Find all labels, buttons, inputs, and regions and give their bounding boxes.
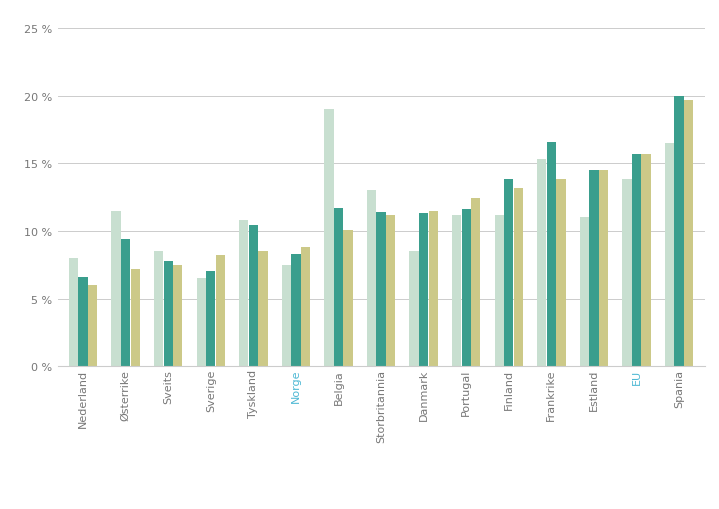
Bar <box>216 256 225 366</box>
Bar <box>504 180 513 366</box>
Bar <box>537 160 546 366</box>
Bar <box>367 191 376 366</box>
Bar <box>111 211 121 366</box>
Bar <box>173 265 183 366</box>
Bar <box>249 226 258 366</box>
Bar <box>258 251 267 366</box>
Bar <box>419 214 429 366</box>
Bar <box>471 199 480 366</box>
Bar <box>163 261 173 366</box>
Bar <box>409 251 418 366</box>
Bar <box>196 278 206 366</box>
Bar <box>121 240 130 366</box>
Bar <box>452 215 462 366</box>
Bar <box>291 254 301 366</box>
Bar <box>590 171 599 366</box>
Bar <box>78 277 88 366</box>
Bar <box>632 154 641 366</box>
Bar <box>301 247 310 366</box>
Bar <box>239 220 249 366</box>
Bar <box>580 218 589 366</box>
Bar <box>513 188 523 366</box>
Bar <box>599 171 608 366</box>
Bar <box>334 209 343 366</box>
Bar <box>684 100 693 366</box>
Bar <box>344 230 353 366</box>
Bar <box>386 215 395 366</box>
Bar <box>674 96 684 366</box>
Bar <box>154 251 163 366</box>
Bar <box>546 142 556 366</box>
Bar <box>665 144 674 366</box>
Bar <box>622 180 631 366</box>
Bar <box>324 110 334 366</box>
Bar <box>557 180 566 366</box>
Bar <box>88 286 97 366</box>
Bar <box>429 211 438 366</box>
Bar <box>206 272 216 366</box>
Bar <box>495 215 504 366</box>
Bar <box>462 210 471 366</box>
Bar <box>282 265 291 366</box>
Bar <box>131 269 140 366</box>
Bar <box>69 259 78 366</box>
Bar <box>376 212 386 366</box>
Bar <box>641 154 651 366</box>
